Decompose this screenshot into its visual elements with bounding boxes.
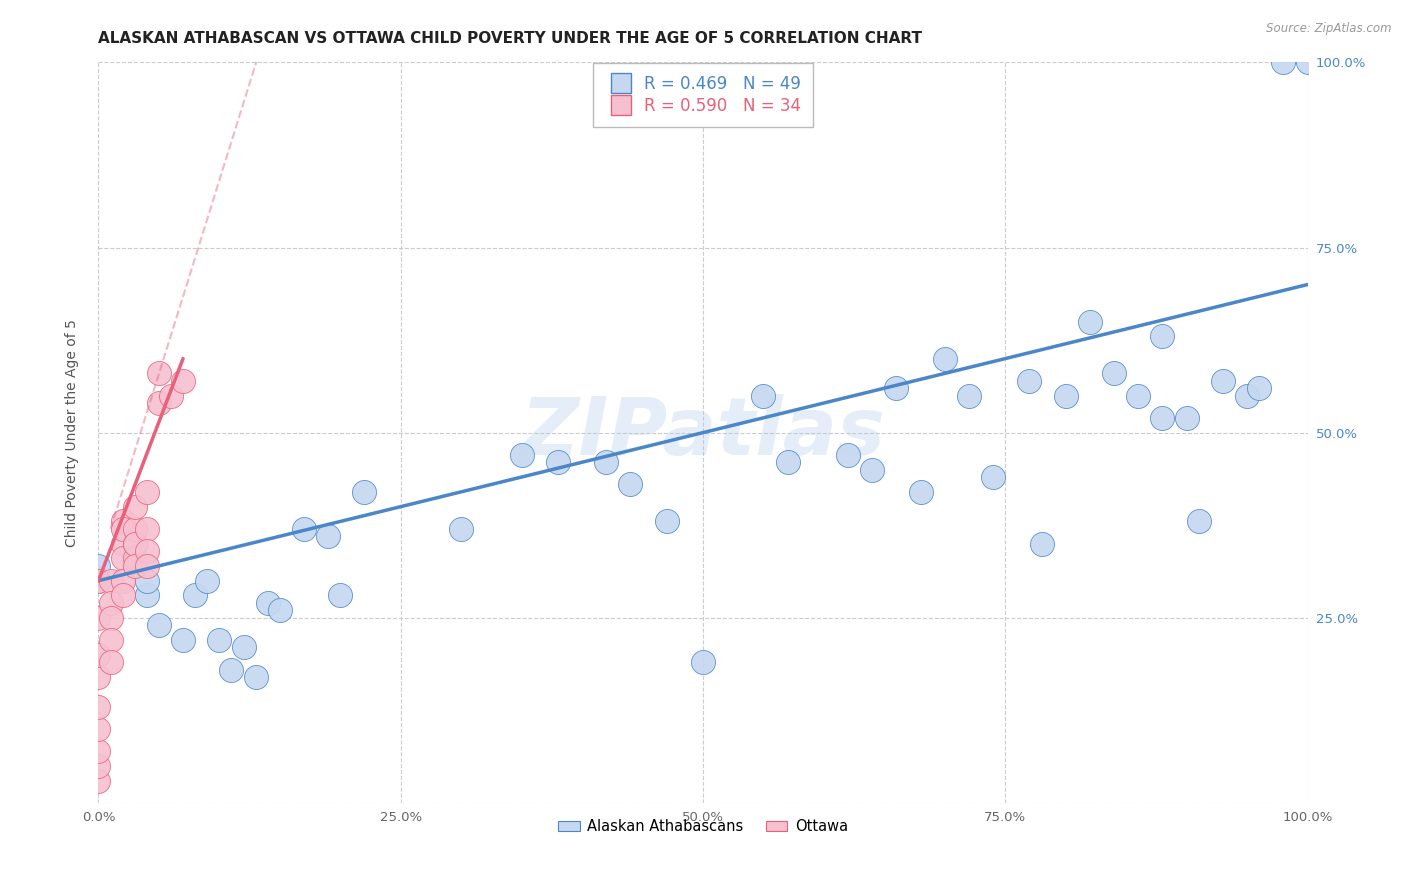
Point	[1102, 367, 1125, 381]
Point	[87, 722, 110, 736]
Point	[100, 655, 122, 669]
Point	[87, 574, 110, 588]
Point	[87, 758, 110, 772]
Point	[886, 381, 908, 395]
Point	[450, 522, 472, 536]
Point	[195, 574, 218, 588]
Point	[135, 589, 157, 603]
Point	[1128, 388, 1150, 402]
Point	[124, 551, 146, 566]
Point	[1018, 374, 1040, 388]
Point	[124, 536, 146, 550]
Point	[221, 663, 243, 677]
Point	[111, 522, 134, 536]
Point	[148, 367, 170, 381]
Point	[148, 396, 170, 410]
Text: ZIPatlas: ZIPatlas	[520, 393, 886, 472]
Point	[135, 574, 157, 588]
Legend: Alaskan Athabascans, Ottawa: Alaskan Athabascans, Ottawa	[553, 814, 853, 840]
Point	[87, 648, 110, 662]
Point	[1152, 410, 1174, 425]
Point	[135, 558, 157, 573]
Point	[100, 574, 122, 588]
Point	[87, 699, 110, 714]
Text: ALASKAN ATHABASCAN VS OTTAWA CHILD POVERTY UNDER THE AGE OF 5 CORRELATION CHART: ALASKAN ATHABASCAN VS OTTAWA CHILD POVER…	[98, 31, 922, 46]
Point	[1175, 410, 1198, 425]
Point	[208, 632, 231, 647]
Point	[100, 632, 122, 647]
Point	[981, 470, 1004, 484]
Point	[87, 558, 110, 573]
Point	[547, 455, 569, 469]
Point	[1272, 55, 1295, 70]
Point	[329, 589, 352, 603]
Point	[269, 603, 291, 617]
Point	[316, 529, 339, 543]
Point	[87, 773, 110, 788]
Point	[1054, 388, 1077, 402]
Point	[111, 551, 134, 566]
Point	[619, 477, 641, 491]
Point	[1031, 536, 1053, 550]
Point	[135, 484, 157, 499]
Point	[245, 670, 267, 684]
Point	[87, 574, 110, 588]
Point	[100, 596, 122, 610]
Point	[1188, 515, 1211, 529]
Point	[510, 448, 533, 462]
Point	[124, 558, 146, 573]
Point	[232, 640, 254, 655]
Point	[752, 388, 775, 402]
Point	[172, 632, 194, 647]
Point	[111, 536, 134, 550]
Point	[1152, 329, 1174, 343]
Point	[135, 522, 157, 536]
Point	[1296, 55, 1319, 70]
Point	[148, 618, 170, 632]
Point	[87, 744, 110, 758]
Y-axis label: Child Poverty Under the Age of 5: Child Poverty Under the Age of 5	[65, 318, 79, 547]
Point	[1236, 388, 1258, 402]
Point	[124, 536, 146, 550]
Point	[692, 655, 714, 669]
Point	[111, 574, 134, 588]
Point	[1249, 381, 1271, 395]
Point	[124, 500, 146, 514]
Point	[87, 670, 110, 684]
Point	[135, 544, 157, 558]
Point	[111, 589, 134, 603]
Point	[353, 484, 375, 499]
Point	[256, 596, 278, 610]
Point	[860, 462, 883, 476]
Point	[595, 455, 617, 469]
Point	[292, 522, 315, 536]
Point	[111, 515, 134, 529]
Point	[910, 484, 932, 499]
Point	[124, 522, 146, 536]
Point	[100, 610, 122, 624]
Point	[837, 448, 859, 462]
Text: Source: ZipAtlas.com: Source: ZipAtlas.com	[1267, 22, 1392, 36]
Point	[1078, 314, 1101, 328]
Point	[776, 455, 799, 469]
Point	[957, 388, 980, 402]
Point	[172, 374, 194, 388]
Point	[1212, 374, 1234, 388]
Point	[160, 388, 183, 402]
Point	[184, 589, 207, 603]
Point	[87, 610, 110, 624]
Point	[655, 515, 678, 529]
Point	[934, 351, 956, 366]
